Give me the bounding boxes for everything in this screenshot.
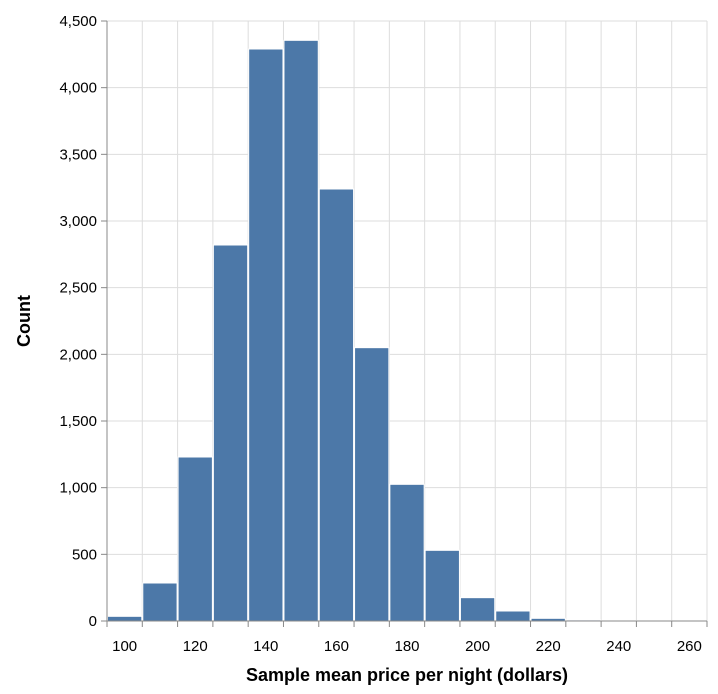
x-tick-label: 220 xyxy=(536,638,561,655)
x-axis: 100 120 140 160 180 200 220 240 260 xyxy=(106,620,708,655)
histogram-bar xyxy=(212,244,249,622)
x-tick-label: 160 xyxy=(324,638,349,655)
x-tick-label: 200 xyxy=(465,638,490,655)
histogram-bar xyxy=(248,48,284,622)
bars xyxy=(107,39,707,622)
y-tick-label: 4,000 xyxy=(59,80,97,97)
histogram-bar xyxy=(177,456,213,622)
histogram-bar xyxy=(495,610,531,622)
x-tick-label: 100 xyxy=(112,638,137,655)
x-axis-title: Sample mean price per night (dollars) xyxy=(246,665,568,685)
y-axis-title: Count xyxy=(14,295,34,347)
y-tick-label: 1,000 xyxy=(59,480,97,497)
x-tick-label: 120 xyxy=(183,638,208,655)
y-tick-label: 500 xyxy=(72,546,97,563)
histogram-bar xyxy=(459,597,496,622)
histogram-bar xyxy=(389,483,425,622)
histogram-bar xyxy=(283,39,319,622)
histogram-bar xyxy=(424,549,460,622)
y-tick-label: 0 xyxy=(89,613,97,630)
y-tick-label: 3,500 xyxy=(59,146,97,163)
x-tick-label: 140 xyxy=(253,638,278,655)
y-axis: 0 500 1,000 1,500 2,000 2,500 3,000 3,500 4,000 4… xyxy=(59,13,108,630)
x-tick-label: 240 xyxy=(606,638,631,655)
x-tick-label: 180 xyxy=(394,638,419,655)
histogram-bar xyxy=(142,582,178,622)
x-tick-label: 260 xyxy=(677,638,702,655)
y-tick-label: 3,000 xyxy=(59,213,97,230)
histogram-bar xyxy=(107,615,143,622)
y-tick-label: 1,500 xyxy=(59,413,97,430)
y-tick-label: 2,000 xyxy=(59,346,97,363)
y-tick-label: 4,500 xyxy=(59,13,97,30)
histogram-bar xyxy=(318,188,355,622)
y-tick-label: 2,500 xyxy=(59,280,97,297)
histogram-bar xyxy=(354,347,390,622)
